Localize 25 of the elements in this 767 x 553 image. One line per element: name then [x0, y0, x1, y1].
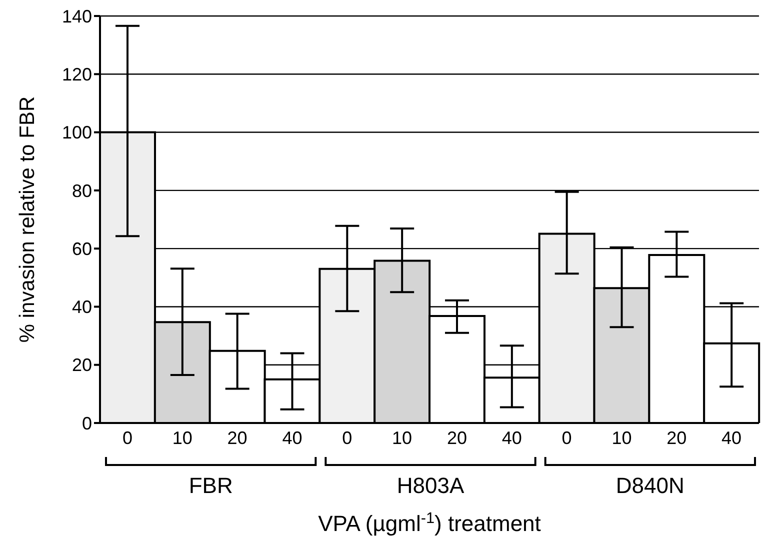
x-tick-label: 40 — [502, 428, 522, 448]
y-tick-label: 80 — [72, 180, 92, 201]
y-tick-label: 40 — [72, 297, 92, 318]
x-axis-title: VPA (µgml$^{-1}$) treatment — [318, 510, 541, 536]
x-tick-label: 40 — [282, 428, 302, 448]
y-tick-label: 0 — [82, 413, 92, 434]
y-tick-label: 20 — [72, 355, 92, 376]
y-tick-label: 100 — [62, 122, 92, 143]
x-tick-label: 20 — [227, 428, 248, 448]
x-tick-label: 40 — [722, 428, 742, 448]
y-tick-label: 120 — [62, 64, 92, 85]
y-axis-title: % invasion relative to FBR — [16, 96, 39, 343]
text: FBR — [188, 473, 233, 498]
text: H803A — [396, 473, 464, 498]
y-tick-label: 140 — [62, 6, 92, 26]
x-tick-label: 0 — [562, 428, 572, 448]
x-tick-label: 0 — [122, 428, 132, 448]
x-tick-label: 10 — [172, 428, 192, 448]
y-tick-label: 60 — [72, 238, 92, 259]
x-tick-label: 20 — [446, 428, 467, 448]
x-tick-label: 0 — [342, 428, 352, 448]
x-tick-label: 20 — [666, 428, 687, 448]
x-tick-label: 10 — [612, 428, 632, 448]
x-tick-label: 10 — [392, 428, 412, 448]
text: D840N — [616, 473, 684, 498]
